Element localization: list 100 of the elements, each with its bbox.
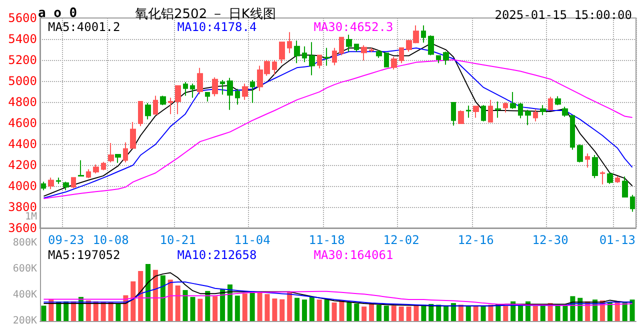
candlestick <box>540 104 546 116</box>
candlestick <box>436 54 441 64</box>
candlestick <box>235 88 240 106</box>
candlestick <box>190 83 195 98</box>
candlestick <box>488 99 493 122</box>
candlestick <box>302 46 307 63</box>
candlestick <box>250 79 255 104</box>
candlestick <box>354 43 359 52</box>
candlestick <box>339 36 344 56</box>
candlestick <box>570 114 575 150</box>
x-tick-label: 10-08 <box>92 233 129 247</box>
candlestick <box>145 102 151 120</box>
x-tick-label: 12-16 <box>458 233 494 247</box>
x-tick-label: 11-04 <box>234 233 270 247</box>
candlestick <box>562 106 568 118</box>
candlestick <box>473 106 479 118</box>
candlestick <box>183 82 188 96</box>
candlestick <box>615 176 620 184</box>
candlestick <box>466 105 471 118</box>
text: MA30:164061 <box>314 248 394 262</box>
candlestick <box>56 177 61 184</box>
candlestick <box>48 177 54 190</box>
candlestick <box>451 102 456 126</box>
candlestick <box>130 121 136 150</box>
y-tick-label: 4600 <box>8 116 37 130</box>
candlestick <box>585 152 590 168</box>
y-tick-label: 5200 <box>8 53 37 67</box>
candlestick <box>160 95 166 106</box>
candlestick <box>93 164 99 174</box>
y-tick-label: 1M <box>24 212 37 222</box>
candlestick <box>78 160 84 178</box>
candlestick <box>443 51 449 66</box>
candlestick <box>525 109 531 126</box>
candlestick <box>309 42 315 76</box>
candlestick <box>346 34 352 52</box>
x-tick-label: 01-13 <box>599 233 636 247</box>
candlestick <box>168 97 173 115</box>
series-label: MA10:212658 <box>177 248 257 262</box>
candlestick <box>123 142 128 163</box>
candlestick <box>458 110 464 124</box>
candlestick <box>369 47 374 53</box>
chart-title: 氧化铝2502 － 日K线图 <box>135 7 276 22</box>
y-tick-label: 5000 <box>8 74 37 88</box>
candlestick <box>376 50 382 58</box>
candlestick <box>503 102 508 113</box>
candlestick <box>287 32 292 54</box>
candlestick <box>533 108 538 122</box>
chart-subtitle: 2025-01-15 15:00:00 <box>494 8 632 22</box>
candlestick <box>317 54 322 69</box>
candlestick <box>607 172 613 184</box>
text: MA5:4001.2 <box>48 20 120 34</box>
candlestick <box>622 176 628 198</box>
candlestick <box>41 181 46 191</box>
line-series <box>43 290 633 306</box>
candlestick <box>205 92 210 102</box>
x-tick-label: 10-21 <box>160 233 196 247</box>
candlestick <box>555 96 561 106</box>
text: MA10:4178.4 <box>177 20 257 34</box>
annotation: a o 0 <box>38 6 78 21</box>
candlestick <box>294 40 300 64</box>
candlestick <box>86 168 91 179</box>
candlestick <box>548 96 553 111</box>
candlestick <box>495 100 501 118</box>
candlestick <box>220 79 225 96</box>
candlestick <box>421 24 426 44</box>
candlestick <box>272 60 277 76</box>
y-tick-label: 3600 <box>8 221 37 235</box>
y-tick-label: 4400 <box>8 137 37 151</box>
x-tick-label: 11-18 <box>308 233 345 247</box>
x-tick-label: 12-02 <box>383 233 420 247</box>
candlestick <box>399 46 404 64</box>
candlestick <box>71 177 76 189</box>
candlestick <box>108 142 114 163</box>
text: MA5:197052 <box>48 248 120 262</box>
candlestick <box>577 144 583 163</box>
y-tick-label: 4800 <box>8 95 37 109</box>
y-tick-label: 5400 <box>8 32 37 46</box>
line-series <box>43 282 633 306</box>
y-tick-label: 4000 <box>8 179 37 193</box>
candlestick <box>428 34 434 56</box>
candlestick <box>153 95 158 115</box>
x-tick-label: 09-23 <box>48 233 84 247</box>
y-tick-label: 400K <box>12 290 37 300</box>
candlestick <box>324 47 330 66</box>
y-tick-label: 5600 <box>8 11 37 25</box>
candlestick <box>384 52 389 68</box>
candlestick <box>481 104 486 122</box>
candlestick <box>592 154 598 179</box>
candlestick <box>197 67 203 95</box>
candlestick <box>600 170 605 185</box>
y-tick-label: 800K <box>12 238 37 248</box>
candlestick <box>212 76 218 97</box>
candlestick <box>279 42 285 64</box>
y-tick-label: 4200 <box>8 158 37 172</box>
candlestick <box>242 83 248 100</box>
candlestick <box>115 154 121 164</box>
candlestick <box>138 100 143 127</box>
candlestick <box>630 194 635 212</box>
candlestick <box>332 47 337 66</box>
candlestick <box>63 181 69 191</box>
